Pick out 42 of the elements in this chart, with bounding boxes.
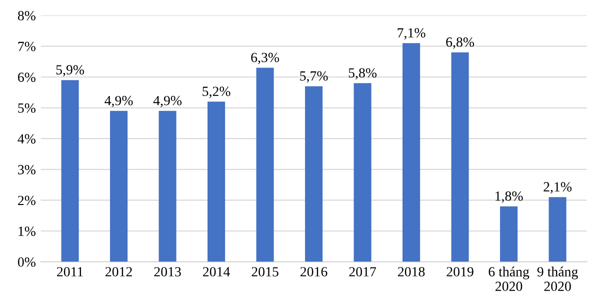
bar <box>158 110 176 262</box>
y-tick-label: 3% <box>18 164 36 174</box>
y-tick-label: 5% <box>18 103 36 113</box>
bar <box>402 43 420 262</box>
y-tick-label: 8% <box>18 10 36 20</box>
data-label: 4,9% <box>104 96 133 108</box>
y-tick-label: 0% <box>18 257 36 267</box>
x-tick-label: 2019 <box>446 267 474 276</box>
x-tick-label: 2011 <box>57 267 83 276</box>
bar <box>354 83 372 262</box>
x-tick-label: 6 tháng 2020 <box>488 266 530 292</box>
y-tick-label: 4% <box>18 134 36 144</box>
bar <box>256 68 274 262</box>
data-label: 7,1% <box>398 28 426 40</box>
y-tick-label: 1% <box>18 226 36 236</box>
x-tick-label: 2012 <box>106 267 132 276</box>
bar <box>110 110 128 262</box>
y-tick-label: 7% <box>18 42 36 52</box>
data-label: 1,8% <box>496 191 523 203</box>
data-label: 5,9% <box>56 65 84 76</box>
y-tick-label: 6% <box>18 72 36 82</box>
data-label: 2,1% <box>544 182 572 194</box>
bar <box>500 206 518 262</box>
x-tick-label: 2015 <box>252 267 278 276</box>
data-label: 4,9% <box>153 96 182 108</box>
data-label: 5,8% <box>348 68 377 80</box>
x-tick-label: 2017 <box>349 267 376 276</box>
x-tick-label: 2013 <box>154 267 181 276</box>
x-tick-label: 2016 <box>300 267 328 276</box>
x-tick-label: 9 tháng 2020 <box>537 266 578 292</box>
data-label: 5,7% <box>300 71 328 83</box>
data-label: 5,2% <box>202 86 230 98</box>
y-tick-label: 2% <box>18 196 36 206</box>
bar <box>61 80 79 262</box>
data-label: 6,3% <box>251 52 280 64</box>
bar <box>451 52 469 262</box>
bar <box>208 102 226 262</box>
x-tick-label: 2014 <box>203 267 230 276</box>
bar <box>548 197 566 262</box>
bar <box>305 86 323 262</box>
data-label: 6,8% <box>446 37 474 49</box>
x-tick-label: 2018 <box>398 267 425 276</box>
